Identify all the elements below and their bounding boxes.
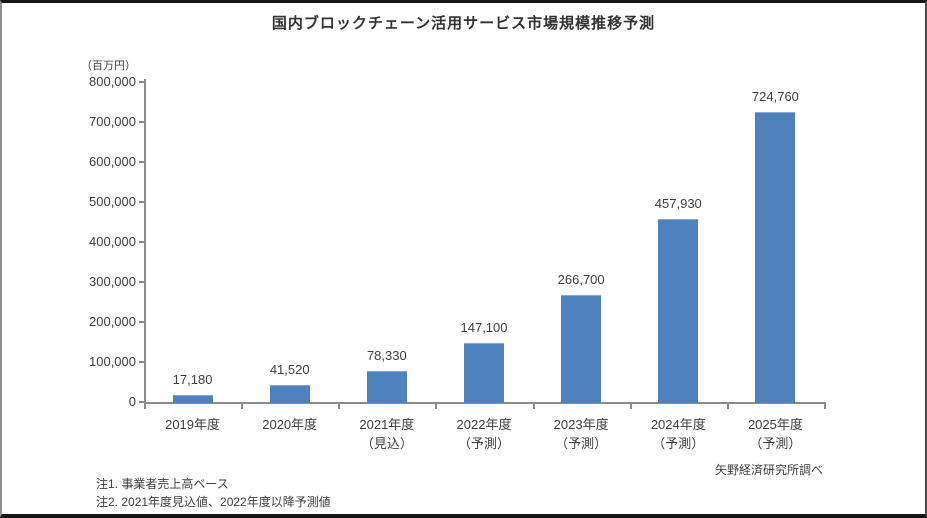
category-label: 2023年度 [553,417,609,432]
y-tick-label: 400,000 [89,234,136,249]
x-tick-mark [726,402,729,409]
y-tick-label: 200,000 [89,314,136,329]
y-tick-label: 100,000 [89,354,136,369]
category-label: 2020年度 [262,417,318,432]
y-tick-label: 500,000 [89,194,136,209]
category-label: 2021年度 [359,417,415,432]
x-tick-mark [824,402,826,409]
y-axis-line [144,79,146,402]
bar-value-label: 78,330 [366,347,407,363]
x-tick-mark [532,402,535,409]
bar [269,385,310,403]
x-tick-mark [629,402,632,409]
chart-title: 国内ブロックチェーン活用サービス市場規模推移予測 [271,15,656,32]
y-tick-mark [139,321,144,323]
y-tick-label: 800,000 [89,74,136,89]
category-label: 2025年度 [747,417,803,432]
category-note-label: （見込） [360,436,413,451]
plot-area: 0 100,000 200,000 300,000 400,000 500,000 600,… [2,3,925,514]
category-label: 2022年度 [456,417,512,432]
bar [464,343,504,403]
bar-value-label: 457,930 [654,195,702,211]
bar-value-label: 724,760 [751,89,799,105]
x-tick-mark [241,402,244,409]
bar-value-label: 147,100 [460,320,508,336]
x-tick-mark [338,402,341,409]
y-tick-mark [139,281,144,283]
footnote-1: 注1. 事業者売上高ベース [96,477,229,491]
bar-value-label: 266,700 [557,272,605,288]
y-tick-label: 0 [128,394,136,409]
y-tick-mark [139,241,144,243]
y-tick-label: 300,000 [89,274,136,289]
bar [172,395,213,403]
bar [658,218,699,403]
y-tick-mark [139,121,144,123]
y-tick-mark [139,161,144,163]
category-note-label: （予測） [457,436,510,451]
y-tick-mark [139,201,144,203]
category-label: 2024年度 [650,417,706,432]
category-note-label: （予測） [652,436,705,451]
category-note-label: （予測） [555,436,608,451]
y-tick-label: 600,000 [89,154,136,169]
bar-value-label: 17,180 [172,372,213,388]
x-tick-mark [144,402,146,409]
y-tick-label: 700,000 [89,114,136,129]
x-axis-line [144,402,826,404]
footnote-2: 注2. 2021年度見込値、2022年度以降予測値 [96,495,331,509]
x-tick-mark [435,402,438,409]
bar [561,295,602,403]
source-credit: 矢野経済研究所調べ [715,463,824,477]
bar-value-label: 41,520 [269,362,310,378]
bar [755,112,796,403]
bar [366,370,407,403]
category-label: 2019年度 [165,417,221,432]
y-tick-mark [139,81,144,83]
y-axis-unit-label: （百万円） [81,60,136,72]
category-note-label: （予測） [749,436,802,451]
y-tick-mark [139,361,144,363]
y-tick-mark [139,401,144,403]
